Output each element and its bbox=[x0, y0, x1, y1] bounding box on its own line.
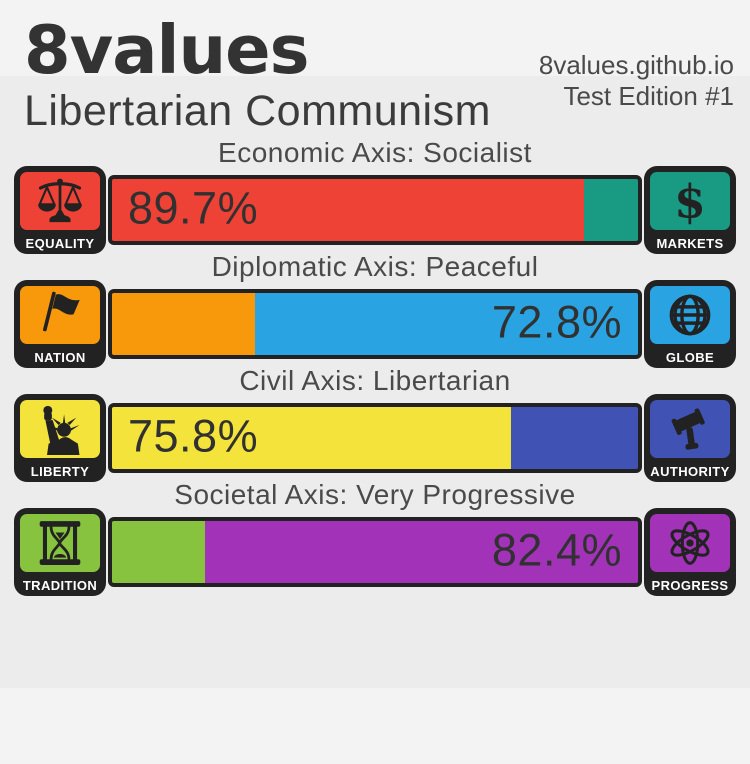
percent-label: 72.8% bbox=[491, 296, 622, 348]
badge-label: GLOBE bbox=[665, 350, 715, 365]
globe-icon bbox=[669, 294, 711, 336]
societal-left-segment bbox=[112, 521, 205, 583]
badge-globe: GLOBE bbox=[644, 280, 736, 368]
axis-row: TRADITION 82.4% bbox=[14, 508, 736, 596]
badge-label: MARKETS bbox=[656, 236, 724, 251]
civil-left-segment bbox=[112, 407, 511, 469]
badge-nation: NATION bbox=[14, 280, 106, 368]
atom-icon bbox=[670, 521, 710, 565]
axis-title: Societal Axis: Very Progressive bbox=[174, 479, 576, 510]
societal-right-segment bbox=[204, 521, 638, 583]
axis-title: Economic Axis: Socialist bbox=[218, 137, 532, 168]
axis-civil: Civil Axis: Libertarian bbox=[14, 365, 736, 482]
civil-bar: 75.8% bbox=[108, 403, 642, 473]
gavel-icon bbox=[671, 408, 705, 450]
axis-row: LIBERTY 75.8% bbox=[14, 394, 736, 482]
badge-tradition: TRADITION bbox=[14, 508, 106, 596]
diplomatic-right-segment bbox=[255, 293, 638, 355]
axis-row: EQUALITY 89.7% $ MARKETS bbox=[14, 166, 736, 254]
percent-label: 75.8% bbox=[128, 410, 259, 462]
badge-label: EQUALITY bbox=[25, 236, 95, 251]
scales-icon bbox=[38, 178, 82, 223]
axis-row: NATION 72.8% bbox=[14, 280, 736, 368]
percent-label: 82.4% bbox=[491, 524, 622, 576]
badge-label: NATION bbox=[34, 350, 86, 365]
hourglass-icon bbox=[39, 521, 81, 565]
liberty-icon bbox=[43, 405, 80, 455]
site-url: 8values.github.io bbox=[538, 50, 734, 80]
societal-bar: 82.4% bbox=[108, 517, 642, 587]
app-title: 8values bbox=[24, 11, 310, 89]
badge-label: LIBERTY bbox=[30, 464, 90, 479]
badge-liberty: LIBERTY bbox=[14, 394, 106, 482]
badge-label: TRADITION bbox=[22, 578, 98, 593]
badge-authority: AUTHORITY bbox=[644, 394, 736, 482]
edition-label: Test Edition #1 bbox=[563, 81, 734, 111]
diplomatic-left-segment bbox=[112, 293, 256, 355]
axis-title: Diplomatic Axis: Peaceful bbox=[211, 251, 539, 282]
axis-societal: Societal Axis: Very Progressive bbox=[14, 479, 736, 596]
results-content: 8values 8values.github.io Test Edition #… bbox=[0, 14, 750, 596]
economic-left-segment bbox=[112, 179, 584, 241]
badge-progress: PROGRESS bbox=[644, 508, 736, 596]
ideology-result: Libertarian Communism bbox=[24, 87, 491, 135]
svg-text:$: $ bbox=[674, 175, 706, 227]
dollar-icon: $ bbox=[674, 175, 706, 227]
badge-equality: EQUALITY bbox=[14, 166, 106, 254]
civil-right-segment bbox=[510, 407, 638, 469]
header-meta: 8values.github.io Test Edition #1 bbox=[539, 50, 734, 112]
percent-label: 89.7% bbox=[128, 182, 259, 234]
axis-economic: Economic Axis: Socialist bbox=[14, 137, 736, 254]
axis-diplomatic: Diplomatic Axis: Peaceful NATION 72.8% bbox=[14, 251, 736, 368]
axis-title: Civil Axis: Libertarian bbox=[239, 365, 511, 396]
badge-markets: $ MARKETS bbox=[644, 166, 736, 254]
flag-icon bbox=[43, 291, 80, 332]
economic-bar: 89.7% bbox=[108, 175, 642, 245]
economic-right-segment bbox=[583, 179, 638, 241]
diplomatic-bar: 72.8% bbox=[108, 289, 642, 359]
badge-label: PROGRESS bbox=[651, 578, 729, 593]
badge-label: AUTHORITY bbox=[650, 464, 730, 479]
